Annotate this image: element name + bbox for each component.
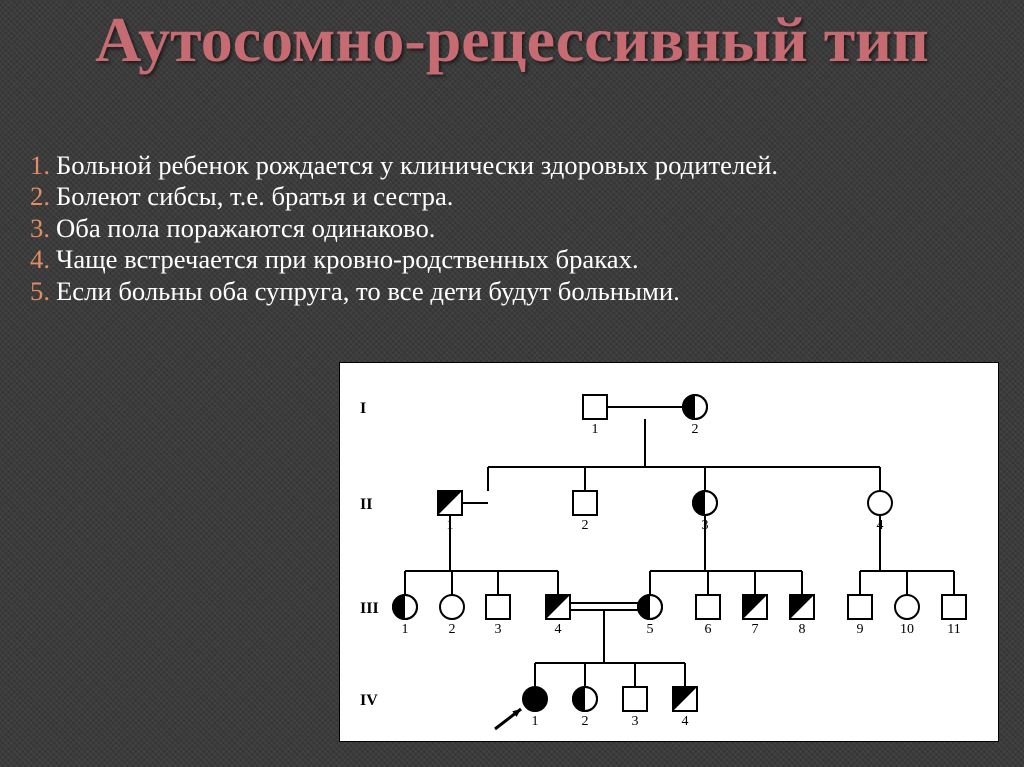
- svg-text:2: 2: [582, 518, 589, 533]
- svg-text:1: 1: [532, 714, 539, 729]
- svg-text:1: 1: [402, 622, 409, 637]
- svg-text:4: 4: [877, 518, 884, 533]
- svg-text:2: 2: [449, 622, 456, 637]
- slide-title: Аутосомно-рецессивный тип: [0, 6, 1024, 73]
- svg-text:IV: IV: [360, 692, 378, 709]
- bullet-item: Если больны оба супруга, то все дети буд…: [56, 276, 1000, 307]
- pedigree-diagram: IIIIIIIV12123412345678910111234: [340, 363, 1000, 743]
- svg-text:5: 5: [647, 622, 654, 637]
- svg-text:4: 4: [555, 622, 562, 637]
- svg-text:III: III: [360, 600, 379, 617]
- svg-text:3: 3: [495, 622, 502, 637]
- svg-text:6: 6: [705, 622, 712, 637]
- svg-text:3: 3: [702, 518, 709, 533]
- pedigree-frame: IIIIIIIV12123412345678910111234: [339, 362, 999, 742]
- svg-text:10: 10: [900, 622, 914, 637]
- svg-text:II: II: [360, 496, 372, 513]
- slide: Аутосомно-рецессивный тип Больной ребено…: [0, 0, 1024, 767]
- svg-text:1: 1: [447, 518, 454, 533]
- svg-text:9: 9: [857, 622, 864, 637]
- bullet-item: Чаще встречается при кровно-родственных …: [56, 244, 1000, 275]
- bullet-list-items: Больной ребенок рождается у клинически з…: [30, 150, 1000, 307]
- bullet-item: Больной ребенок рождается у клинически з…: [56, 150, 1000, 181]
- svg-text:11: 11: [947, 622, 960, 637]
- svg-text:2: 2: [692, 422, 699, 437]
- svg-text:1: 1: [592, 422, 599, 437]
- bullet-item: Болеют сибсы, т.е. братья и сестра.: [56, 181, 1000, 212]
- svg-text:2: 2: [582, 714, 589, 729]
- svg-text:3: 3: [632, 714, 639, 729]
- svg-text:I: I: [360, 400, 366, 417]
- svg-text:8: 8: [799, 622, 806, 637]
- bullet-list: Больной ребенок рождается у клинически з…: [30, 150, 1000, 307]
- bullet-item: Оба пола поражаются одинаково.: [56, 213, 1000, 244]
- svg-text:7: 7: [752, 622, 759, 637]
- svg-text:4: 4: [682, 714, 689, 729]
